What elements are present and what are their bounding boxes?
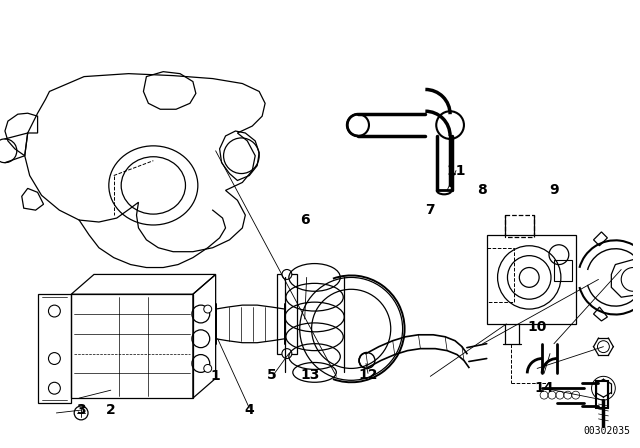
Text: 00302035: 00302035 xyxy=(584,426,630,436)
Bar xyxy=(38,294,71,403)
Bar xyxy=(486,248,515,302)
Text: 7: 7 xyxy=(426,203,435,217)
Circle shape xyxy=(282,270,292,280)
Bar xyxy=(596,381,609,408)
Bar xyxy=(71,294,193,398)
Bar xyxy=(554,259,572,281)
Text: 11: 11 xyxy=(446,164,466,177)
Text: 5: 5 xyxy=(267,368,277,382)
Bar xyxy=(504,215,534,237)
Text: 2: 2 xyxy=(106,403,116,417)
Text: 13: 13 xyxy=(301,368,320,382)
Text: 4: 4 xyxy=(244,403,254,417)
Text: 6: 6 xyxy=(300,213,310,227)
Bar xyxy=(486,235,576,324)
Text: 12: 12 xyxy=(358,368,378,382)
Text: 3: 3 xyxy=(76,403,86,417)
Text: 1: 1 xyxy=(211,369,221,383)
Circle shape xyxy=(204,305,212,313)
Text: 9: 9 xyxy=(549,183,559,198)
Bar xyxy=(277,275,297,353)
Text: 10: 10 xyxy=(527,320,547,334)
Text: 14: 14 xyxy=(534,381,554,395)
Text: 8: 8 xyxy=(477,183,486,198)
Circle shape xyxy=(282,349,292,358)
Circle shape xyxy=(204,365,212,372)
